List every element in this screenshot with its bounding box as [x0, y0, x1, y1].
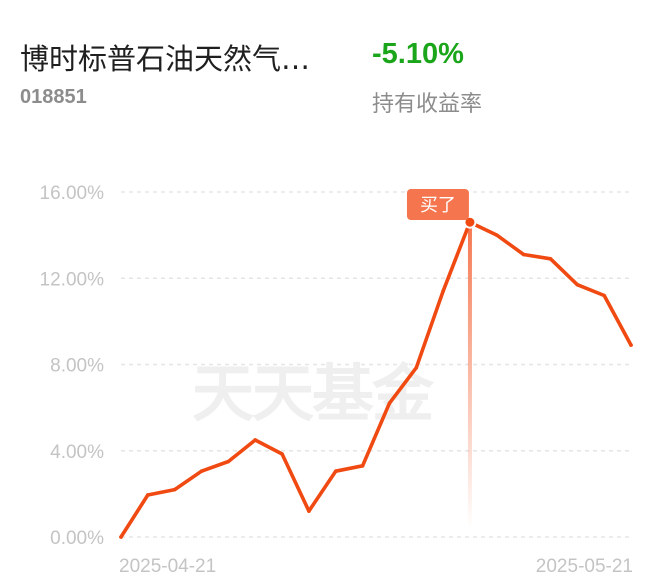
buy-marker-label: 买了 [420, 195, 456, 216]
buy-marker-dot [463, 215, 477, 229]
data-point [199, 469, 204, 474]
buy-marker-badge [406, 189, 469, 220]
y-tick-label: 16.00% [40, 183, 105, 204]
x-tick-label: 2025-05-21 [536, 556, 633, 577]
fund-name[interactable]: 博时标普石油天然气… [20, 42, 311, 76]
series-line-0 [119, 220, 633, 539]
buy-marker[interactable]: 买了 [406, 189, 477, 229]
data-point [387, 401, 392, 406]
data-point [441, 289, 445, 293]
y-tick-label: 0.00% [50, 528, 104, 549]
fund-code: 018851 [20, 86, 87, 108]
data-point [119, 535, 123, 539]
y-tick-label: 8.00% [50, 356, 104, 377]
fund-header: 博时标普石油天然气… 018851 -5.10% 持有收益率 [0, 0, 660, 130]
x-axis-ticks: 2025-04-21 2025-05-21 [119, 556, 633, 577]
data-point [280, 452, 284, 456]
data-point [307, 509, 311, 513]
data-point [172, 487, 177, 492]
data-point [414, 365, 419, 370]
data-point [548, 257, 553, 261]
data-point [253, 438, 258, 442]
data-point [521, 252, 526, 257]
holding-return-label: 持有收益率 [372, 92, 483, 117]
chart-grid [121, 191, 631, 538]
y-tick-label: 4.00% [50, 442, 104, 463]
y-tick-label: 12.00% [40, 269, 105, 290]
data-point [333, 469, 338, 474]
holding-return-value: -5.10% [372, 38, 464, 70]
data-point [629, 343, 633, 347]
data-point [602, 293, 606, 298]
data-point [575, 282, 580, 287]
data-point [494, 233, 499, 237]
data-point [146, 493, 150, 497]
buy-marker-line [467, 222, 472, 529]
y-axis-ticks: 0.00% 4.00% 8.00% 12.00% 16.00% [40, 183, 105, 549]
data-point [360, 464, 365, 468]
x-tick-label: 2025-04-21 [119, 556, 216, 577]
data-point [226, 459, 231, 464]
